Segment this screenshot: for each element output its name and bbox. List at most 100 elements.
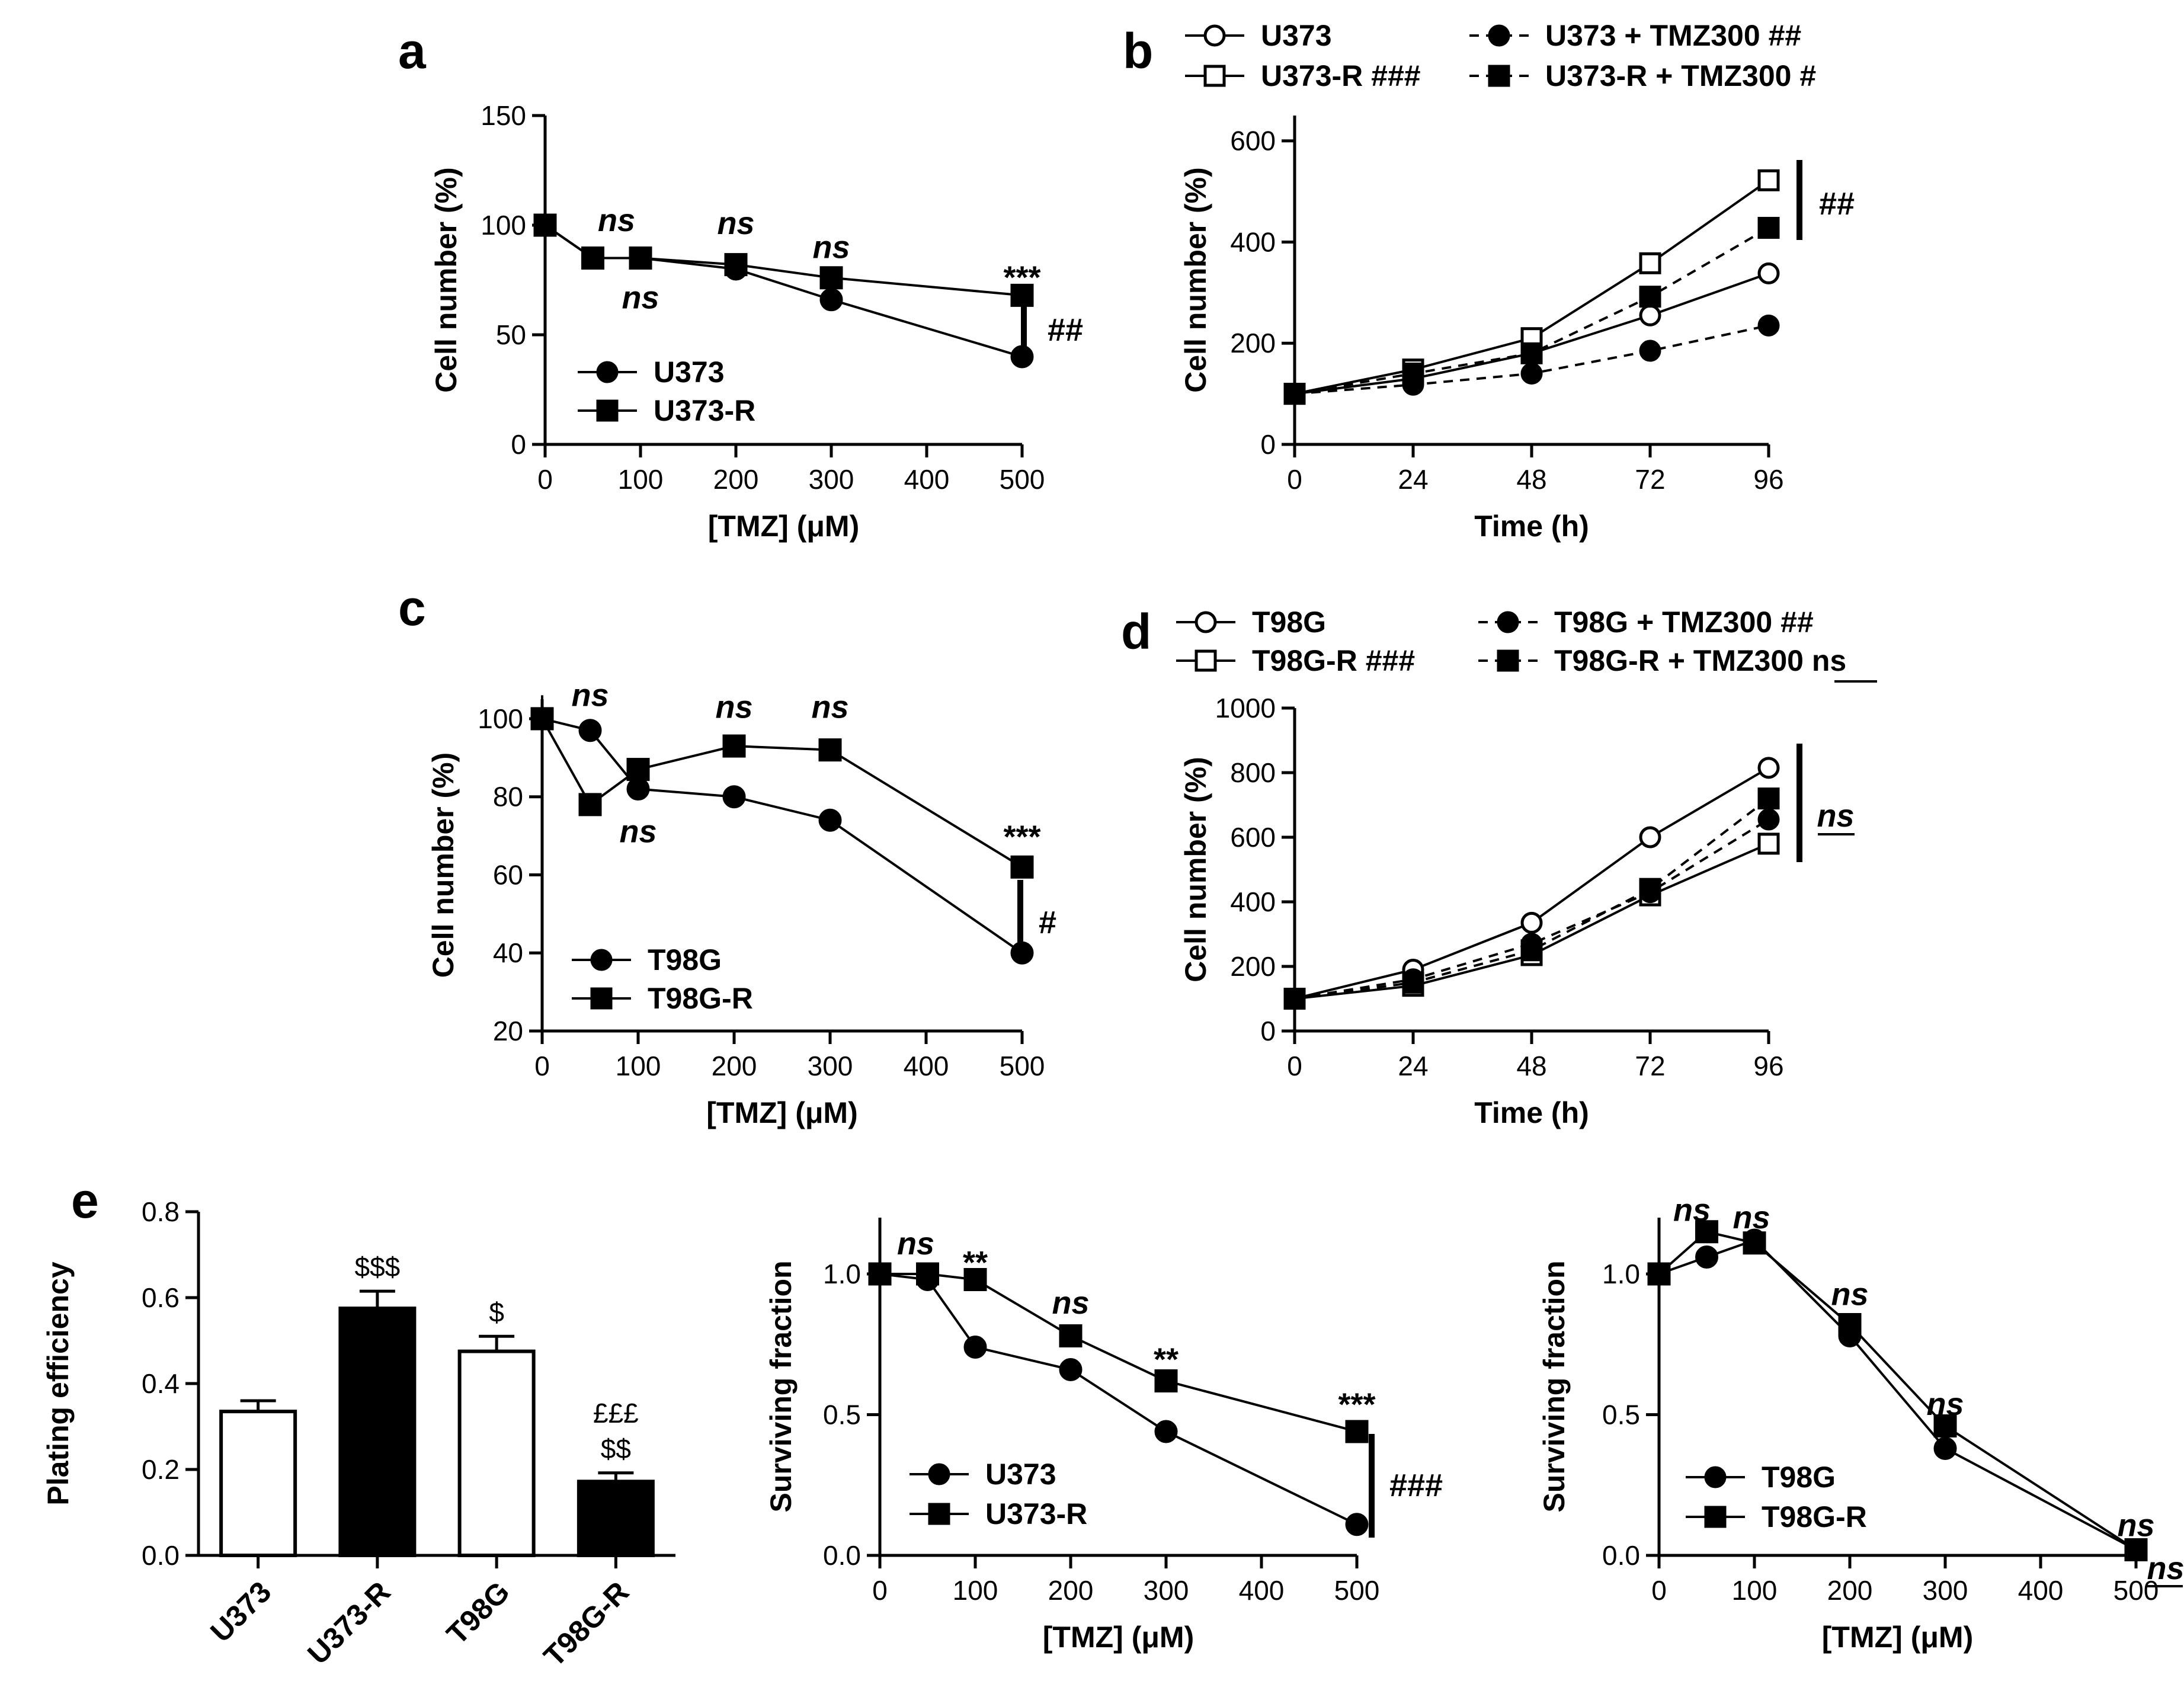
y-tick-label: 20 xyxy=(493,1016,523,1046)
legend-label: U373 xyxy=(654,356,725,389)
x-tick-label: 0 xyxy=(537,464,553,495)
y-tick-label: 80 xyxy=(493,782,523,812)
data-point xyxy=(1639,252,1661,274)
data-point xyxy=(1059,1358,1083,1381)
legend-label: U373-R ### xyxy=(1261,59,1421,92)
x-axis-label: [TMZ] (μM) xyxy=(708,510,859,543)
annotation-ns: ns xyxy=(1052,1285,1089,1321)
x-tick-label: 400 xyxy=(904,1051,949,1081)
y-tick-label: 0.5 xyxy=(1602,1400,1640,1430)
x-tick-label: 100 xyxy=(1732,1575,1778,1606)
legend-label: U373 xyxy=(1261,19,1332,52)
y-tick-label: 0.0 xyxy=(823,1540,861,1571)
legend-marker xyxy=(1488,65,1510,87)
x-tick-label: 500 xyxy=(1000,464,1045,495)
x-tick-label: 300 xyxy=(1923,1575,1968,1606)
legend-label: U373-R xyxy=(985,1497,1087,1530)
y-tick-label: 100 xyxy=(478,703,523,734)
annotation-ns: ns xyxy=(715,689,752,725)
y-tick-label: 150 xyxy=(481,100,526,131)
x-tick-label: 400 xyxy=(904,464,950,495)
data-point xyxy=(1345,1513,1369,1536)
y-tick-label: 1000 xyxy=(1215,693,1276,723)
x-tick-label: 0 xyxy=(872,1575,888,1606)
legend-label: T98G xyxy=(1762,1461,1836,1494)
data-point xyxy=(963,1336,987,1359)
data-point xyxy=(1520,911,1543,934)
x-tick-label: 100 xyxy=(953,1575,998,1606)
chart-d: 0 200 400 600 800 1000 0 24 48 72 96 Time (h) Cell n… xyxy=(1121,604,1877,1129)
annotation-ns: ns xyxy=(717,206,754,241)
data-point xyxy=(1743,1231,1766,1255)
annotation-hash: ### xyxy=(1389,1468,1443,1503)
legend-marker xyxy=(1488,24,1510,47)
annotation-ns: ns xyxy=(1831,1277,1868,1312)
chart-c: 20 40 60 80 100 0 100 200 300 400 500 [TMZ] (μM) Cel… xyxy=(398,580,1056,1129)
legend-marker xyxy=(1497,611,1519,633)
x-tick-label: 24 xyxy=(1398,464,1428,495)
data-point xyxy=(626,758,650,782)
legend-marker xyxy=(1203,65,1226,87)
data-point xyxy=(722,734,746,758)
x-tick-label: 200 xyxy=(1827,1575,1873,1606)
annotation-ns: ns xyxy=(1817,798,1854,834)
panel-label: a xyxy=(398,23,427,79)
y-tick-label: 200 xyxy=(1230,951,1276,982)
data-point xyxy=(1933,1437,1957,1460)
legend-label: U373 + TMZ300 ## xyxy=(1545,19,1801,52)
y-tick-label: 0.2 xyxy=(142,1454,180,1485)
annotation-ns: ns xyxy=(2147,1551,2184,1586)
y-axis-label: Surviving fraction xyxy=(1538,1260,1571,1512)
data-point xyxy=(1520,362,1543,385)
y-tick-label: 0 xyxy=(511,429,526,460)
data-point xyxy=(1402,362,1424,385)
data-point xyxy=(1639,304,1661,326)
bar-t98g xyxy=(457,1349,536,1557)
y-axis-label: Cell number (%) xyxy=(427,753,460,978)
annotation-ns: ns xyxy=(1733,1200,1770,1235)
x-tick-label: 400 xyxy=(1239,1575,1285,1606)
data-point xyxy=(1345,1420,1369,1443)
data-point xyxy=(533,213,557,237)
legend-label: T98G-R xyxy=(1762,1500,1867,1533)
legend-marker xyxy=(1195,611,1217,633)
x-tick-label: 0 xyxy=(1651,1575,1667,1606)
annotation-ns: ns xyxy=(1673,1193,1711,1228)
annotation-ns: ns xyxy=(598,203,635,238)
x-tick-label: 100 xyxy=(616,1051,661,1081)
annotation-ns: ns xyxy=(622,280,659,316)
x-tick-label: 300 xyxy=(1144,1575,1189,1606)
data-point xyxy=(1757,757,1780,779)
y-tick-label: 60 xyxy=(493,859,523,890)
data-point xyxy=(1639,878,1661,900)
data-point xyxy=(1520,342,1543,364)
y-axis-label: Plating efficiency xyxy=(41,1261,75,1505)
series-line-t98g xyxy=(1294,818,1770,1000)
x-tick-label: 0 xyxy=(1287,1051,1302,1081)
legend-marker xyxy=(590,949,613,971)
y-tick-label: 800 xyxy=(1230,757,1276,788)
data-point xyxy=(1757,169,1780,191)
x-tick-label: 500 xyxy=(1000,1051,1045,1081)
x-tick-label: 96 xyxy=(1753,464,1783,495)
legend-marker xyxy=(928,1503,950,1525)
legend-marker xyxy=(590,987,613,1010)
data-point xyxy=(1838,1313,1862,1336)
legend-label: T98G-R xyxy=(648,982,753,1015)
data-point xyxy=(818,808,842,832)
x-tick-label: 72 xyxy=(1635,1051,1665,1081)
y-tick-label: 40 xyxy=(493,937,523,968)
legend-marker xyxy=(1203,24,1226,47)
x-tick-label: 72 xyxy=(1635,464,1665,495)
y-tick-label: 400 xyxy=(1230,226,1276,257)
bar-u373-r xyxy=(338,1307,417,1557)
legend-marker xyxy=(928,1463,950,1485)
data-point xyxy=(1639,286,1661,308)
data-point xyxy=(1059,1324,1083,1347)
annotation-ns: ns xyxy=(2117,1508,2154,1544)
y-tick-label: 0.6 xyxy=(142,1282,180,1313)
y-tick-label: 0.0 xyxy=(1602,1540,1640,1571)
data-point xyxy=(629,246,652,270)
x-tick-label: 96 xyxy=(1753,1051,1783,1081)
bar-annotation: $ xyxy=(489,1296,504,1327)
